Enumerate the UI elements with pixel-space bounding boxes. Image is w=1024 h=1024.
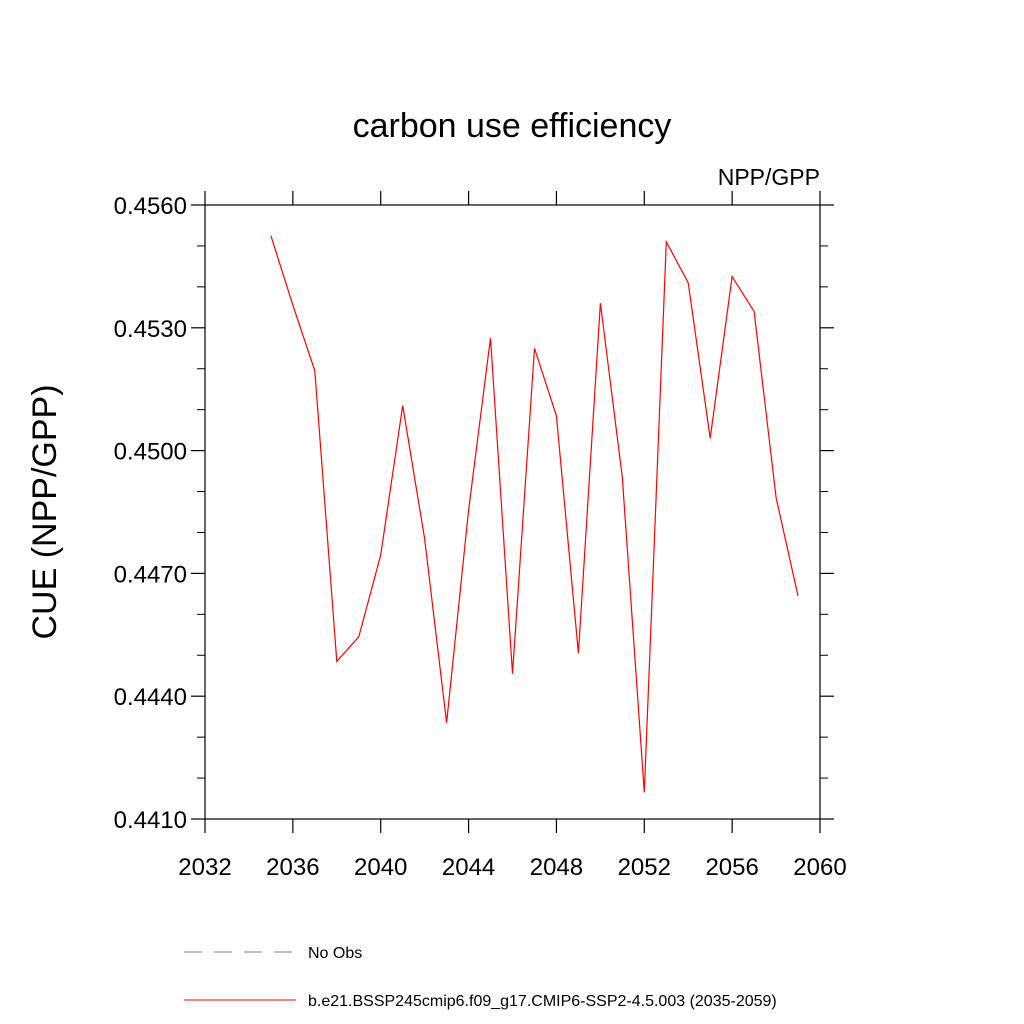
chart-subtitle: NPP/GPP bbox=[718, 164, 820, 190]
legend: No Obs b.e21.BSSP245cmip6.f09_g17.CMIP6-S… bbox=[184, 945, 777, 1010]
y-tick-label: 0.4530 bbox=[114, 316, 187, 343]
x-axis-ticks: 2032 2036 2040 2044 2048 2052 2056 2060 bbox=[178, 191, 847, 881]
y-tick-label: 0.4500 bbox=[114, 439, 187, 466]
legend-label: b.e21.BSSP245cmip6.f09_g17.CMIP6-SSP2-4.… bbox=[308, 993, 777, 1010]
series-line bbox=[270, 235, 799, 793]
x-tick-label: 2032 bbox=[178, 854, 231, 881]
y-tick-label: 0.4440 bbox=[114, 684, 187, 711]
x-tick-label: 2052 bbox=[618, 854, 671, 881]
plot-frame bbox=[204, 204, 821, 820]
y-axis-label: CUE (NPP/GPP) bbox=[26, 384, 64, 639]
y-axis-ticks: 0.4410 0.4440 0.4470 0.4500 0.4530 0.4560 bbox=[114, 193, 834, 834]
y-tick-label: 0.4560 bbox=[114, 193, 187, 220]
x-tick-label: 2056 bbox=[705, 854, 758, 881]
series-layer bbox=[270, 235, 799, 793]
legend-label: No Obs bbox=[308, 945, 362, 962]
x-tick-label: 2048 bbox=[530, 854, 583, 881]
y-tick-label: 0.4410 bbox=[114, 807, 187, 834]
x-tick-label: 2044 bbox=[442, 854, 495, 881]
x-tick-label: 2036 bbox=[266, 854, 319, 881]
x-tick-label: 2040 bbox=[354, 854, 407, 881]
chart-title: carbon use efficiency bbox=[353, 107, 672, 145]
x-tick-label: 2060 bbox=[793, 854, 846, 881]
y-tick-label: 0.4470 bbox=[114, 561, 187, 588]
